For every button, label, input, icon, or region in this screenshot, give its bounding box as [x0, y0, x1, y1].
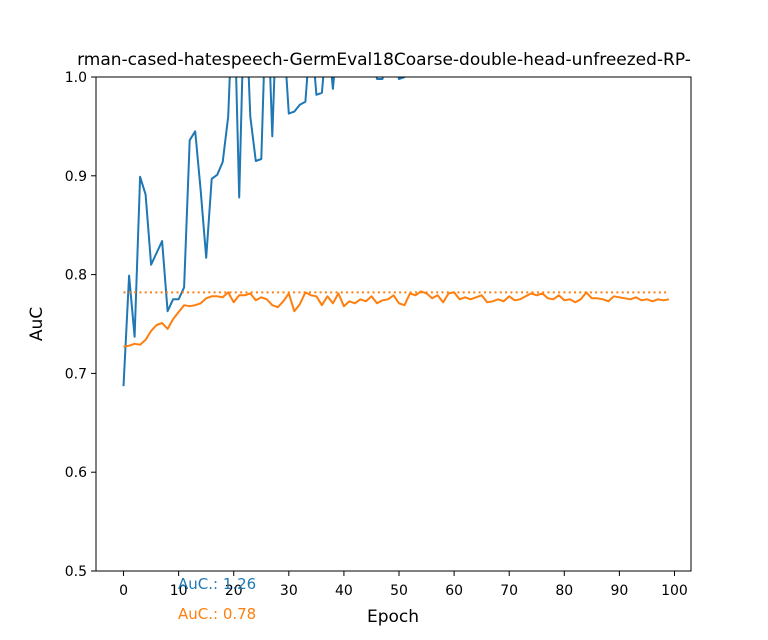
x-tick-label: 60	[445, 583, 463, 599]
y-axis-label: AuC	[27, 307, 47, 341]
x-tick-label: 40	[335, 583, 353, 599]
annotation-blue: AuC.: 1.26	[178, 575, 256, 593]
plot-frame	[95, 76, 692, 572]
x-tick-label: 0	[119, 583, 128, 599]
y-tick-label: 0.9	[65, 169, 87, 185]
x-tick-label: 30	[280, 583, 298, 599]
series-line-1	[123, 290, 670, 348]
x-tick-label: 100	[661, 583, 688, 599]
y-tick-label: 0.7	[65, 366, 87, 382]
x-tick-label: 50	[390, 583, 408, 599]
x-tick-label: 80	[555, 583, 573, 599]
series-line-0	[122, 77, 406, 387]
x-axis-label: Epoch	[367, 607, 419, 627]
y-tick-label: 0.5	[65, 564, 87, 580]
x-tick-label: 10	[170, 583, 188, 599]
series-layer	[122, 77, 670, 387]
y-tick-label: 1.0	[65, 70, 87, 86]
x-axis: 0 10 20 30 40 50 60 70 80 90 100	[119, 571, 688, 599]
x-tick-label: 20	[225, 583, 243, 599]
annotation-orange: AuC.: 0.78	[178, 605, 256, 623]
x-tick-label: 70	[500, 583, 518, 599]
y-tick-label: 0.8	[65, 268, 87, 284]
y-axis: 0.5 0.6 0.7 0.8 0.9 1.0	[65, 70, 96, 580]
chart-title: rman-cased-hatespeech-GermEval18Coarse-d…	[77, 50, 691, 70]
y-tick-label: 0.6	[65, 465, 87, 481]
x-tick-label: 90	[610, 583, 628, 599]
